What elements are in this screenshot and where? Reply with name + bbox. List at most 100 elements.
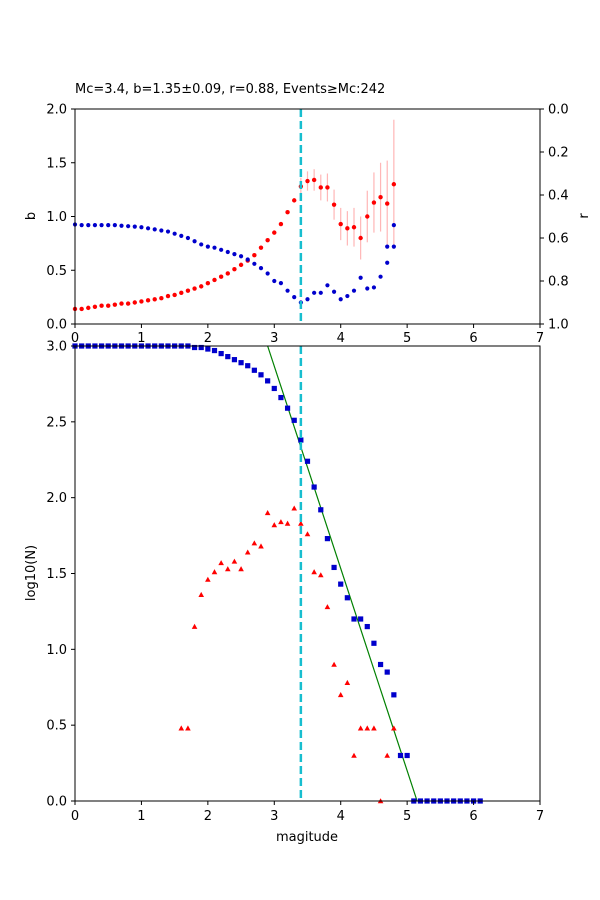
- r-value-point: [285, 288, 290, 293]
- r-value-point: [112, 223, 117, 228]
- y-tick-label: 2.0: [46, 491, 67, 506]
- noncumulative-point: [331, 661, 337, 667]
- r-value-point: [179, 233, 184, 238]
- r-value-point: [172, 231, 177, 236]
- noncumulative-point: [231, 558, 238, 564]
- noncumulative-point: [384, 752, 391, 758]
- r-value-point: [338, 297, 343, 302]
- b-value-point: [232, 266, 237, 272]
- noncumulative-point: [371, 725, 377, 731]
- y-tick-label: 3.0: [46, 340, 67, 355]
- noncumulative-point: [224, 566, 231, 572]
- r-value-point: [225, 249, 230, 255]
- cumulative-point: [318, 507, 324, 513]
- noncumulative-point: [344, 679, 351, 685]
- r-value-point: [192, 239, 197, 244]
- y2-tick-label: 1.0: [548, 318, 569, 333]
- y-tick-label: 1.5: [46, 567, 67, 582]
- cumulative-point: [258, 372, 264, 378]
- top-chart: Mc=3.4, b=1.35±0.09, r=0.88, Events≥Mc:2…: [24, 82, 592, 346]
- x-tick-label: 3: [270, 809, 278, 824]
- cumulative-point: [198, 344, 204, 351]
- cumulative-point: [364, 623, 370, 630]
- b-value-point: [192, 286, 197, 291]
- noncumulative-point: [324, 604, 331, 610]
- r-value-point: [205, 244, 210, 249]
- y-tick-label: 2.0: [46, 103, 67, 118]
- y2-tick-label: 0.6: [548, 232, 569, 247]
- r-value-point: [152, 227, 157, 232]
- r-value-point: [132, 224, 137, 229]
- y-tick-label: 1.0: [46, 210, 67, 225]
- b-value-point: [92, 304, 98, 309]
- y-tick-label: 1.0: [46, 643, 67, 658]
- r-value-point: [292, 295, 297, 300]
- r-value-point: [92, 223, 98, 228]
- r-value-point: [378, 274, 383, 279]
- noncumulative-point: [258, 543, 264, 549]
- cumulative-point: [284, 405, 291, 411]
- y-tick-label: 1.5: [46, 156, 67, 171]
- b-value-point: [311, 177, 317, 183]
- noncumulative-point: [218, 560, 224, 566]
- cumulative-point: [344, 595, 350, 601]
- x-tick-label: 3: [270, 331, 278, 346]
- noncumulative-point: [357, 725, 364, 731]
- b-value-point: [119, 301, 124, 306]
- r-value-point: [371, 285, 377, 290]
- x-tick-label: 7: [536, 809, 544, 824]
- b-value-point: [218, 274, 224, 279]
- b-value-point: [86, 305, 91, 311]
- cumulative-point: [311, 484, 317, 490]
- x-tick-label: 0: [71, 331, 79, 346]
- cumulative-point: [225, 354, 231, 360]
- b-value-point: [325, 185, 330, 190]
- bottom-y-axis-title: log10(N): [24, 545, 39, 601]
- b-value-point: [238, 262, 244, 268]
- r-value-point: [318, 290, 323, 295]
- y2-tick-label: 0.2: [548, 146, 569, 161]
- noncumulative-point: [391, 725, 397, 731]
- cumulative-point: [304, 458, 311, 464]
- noncumulative-point: [311, 569, 317, 575]
- noncumulative-point: [264, 510, 271, 516]
- noncumulative-point: [351, 752, 357, 758]
- x-tick-label: 7: [536, 331, 544, 346]
- b-value-point: [385, 201, 390, 206]
- cumulative-point: [358, 616, 364, 622]
- r-value-point: [252, 261, 257, 266]
- y-tick-label: 0.5: [46, 264, 67, 279]
- b-value-point: [292, 198, 297, 203]
- r-value-point: [199, 242, 204, 247]
- noncumulative-point: [191, 623, 198, 629]
- r-value-point: [278, 281, 284, 286]
- y-tick-label: 2.5: [46, 415, 67, 430]
- cumulative-point: [245, 363, 251, 369]
- cumulative-point: [371, 640, 377, 646]
- noncumulative-point: [205, 576, 211, 582]
- r-value-point: [312, 290, 317, 295]
- cumulative-point: [231, 357, 238, 363]
- r-value-point: [245, 257, 250, 262]
- cumulative-point: [331, 564, 337, 571]
- b-value-point: [139, 299, 144, 304]
- noncumulative-point: [284, 520, 291, 526]
- bottom-x-axis-title: magitude: [276, 830, 338, 845]
- b-value-point: [132, 300, 137, 305]
- r-value-point: [351, 288, 357, 293]
- noncumulative-point: [238, 566, 244, 572]
- b-value-point: [391, 182, 397, 187]
- r-value-point: [145, 226, 151, 231]
- b-value-point: [371, 200, 377, 205]
- b-value-point: [79, 306, 84, 312]
- cumulative-point: [291, 417, 297, 423]
- b-value-point: [172, 292, 177, 298]
- b-value-point: [258, 245, 264, 250]
- bottom-chart: 0 1 2 3 4 5 6 7 0.0 0.5 1.0 1.5 2.0 2.5 3.0 magitude l…: [24, 340, 544, 846]
- b-value-point: [159, 296, 164, 301]
- y-tick-label: 0.0: [46, 318, 67, 333]
- b-value-point: [225, 271, 230, 276]
- r-value-point: [305, 297, 310, 302]
- x-tick-label: 5: [403, 331, 411, 346]
